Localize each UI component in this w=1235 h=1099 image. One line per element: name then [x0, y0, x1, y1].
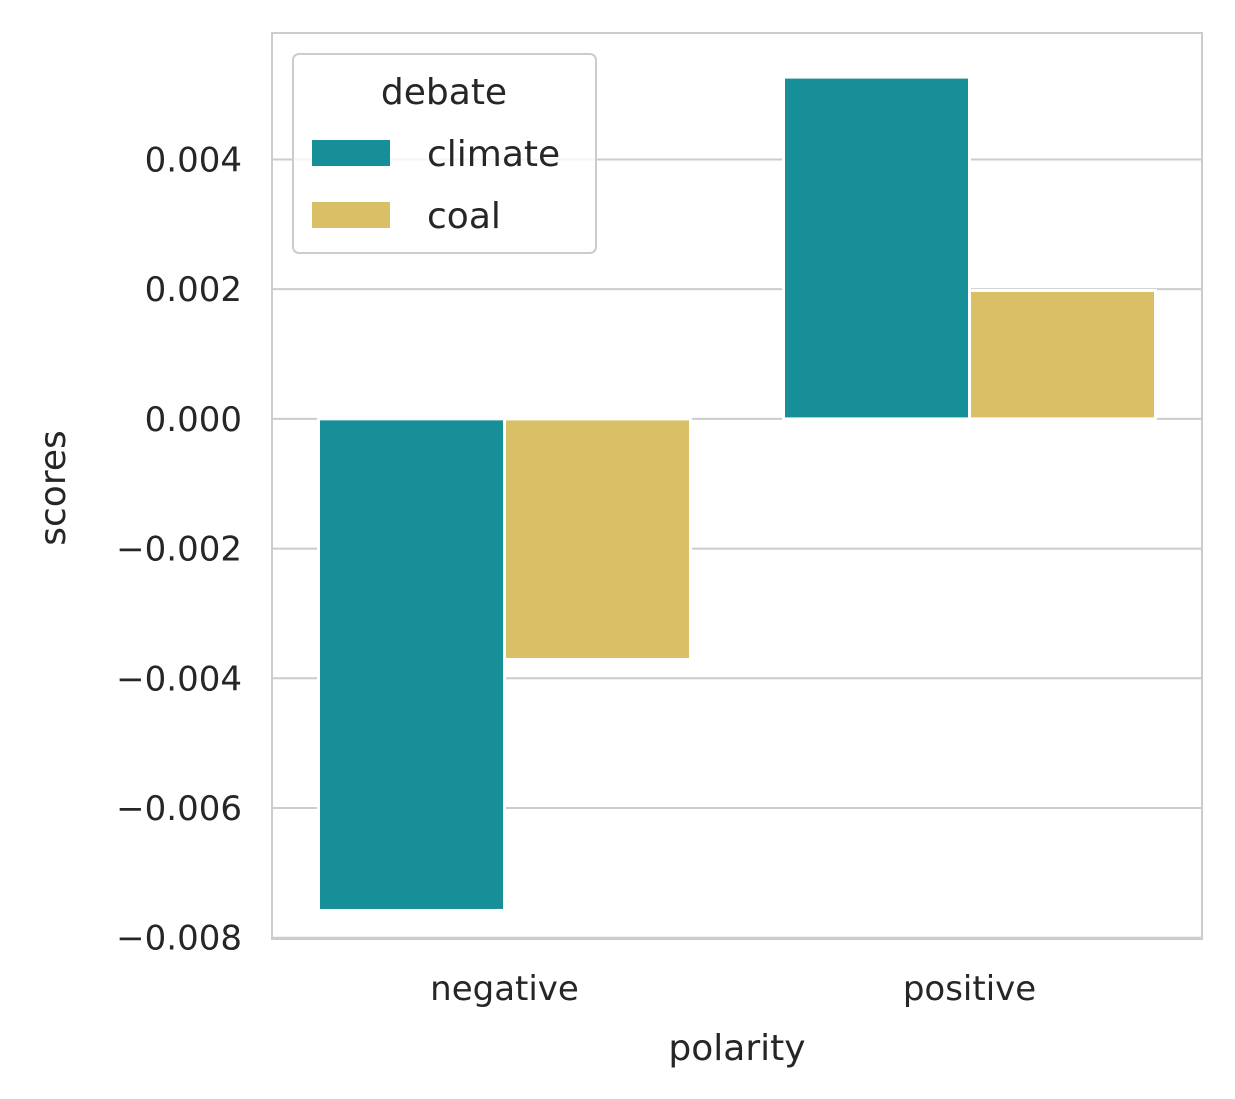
y-axis-label: scores: [33, 430, 74, 546]
bar-climate-negative: [317, 417, 506, 912]
y-tick-label: 0.002: [145, 270, 242, 310]
y-tick-label: −0.002: [116, 530, 242, 570]
legend-label-climate: climate: [427, 134, 560, 175]
y-tick-label: −0.004: [116, 659, 242, 699]
x-tick-labels: negative positive: [430, 969, 1036, 1009]
y-tick-labels: 0.004 0.002 0.000 −0.002 −0.004 −0.006 −0.008: [116, 140, 242, 958]
y-tick-label: −0.008: [116, 919, 242, 959]
bar-coal-positive: [968, 288, 1157, 421]
y-tick-label: −0.006: [116, 789, 242, 829]
bars: [317, 75, 1157, 912]
legend-label-coal: coal: [427, 196, 501, 237]
y-tick-label: 0.000: [145, 400, 242, 440]
legend-swatch-climate: [312, 140, 390, 166]
legend-title: debate: [381, 72, 507, 113]
bar-coal-negative: [503, 417, 692, 661]
y-tick-label: 0.004: [145, 140, 242, 180]
legend: debate climate coal: [292, 53, 597, 254]
axes-frame: [271, 32, 1203, 940]
bar-climate-positive: [782, 75, 971, 421]
x-tick-label: negative: [430, 969, 579, 1009]
x-axis-label: polarity: [668, 1028, 805, 1069]
x-tick-label: positive: [903, 969, 1036, 1009]
legend-swatch-coal: [312, 202, 390, 228]
